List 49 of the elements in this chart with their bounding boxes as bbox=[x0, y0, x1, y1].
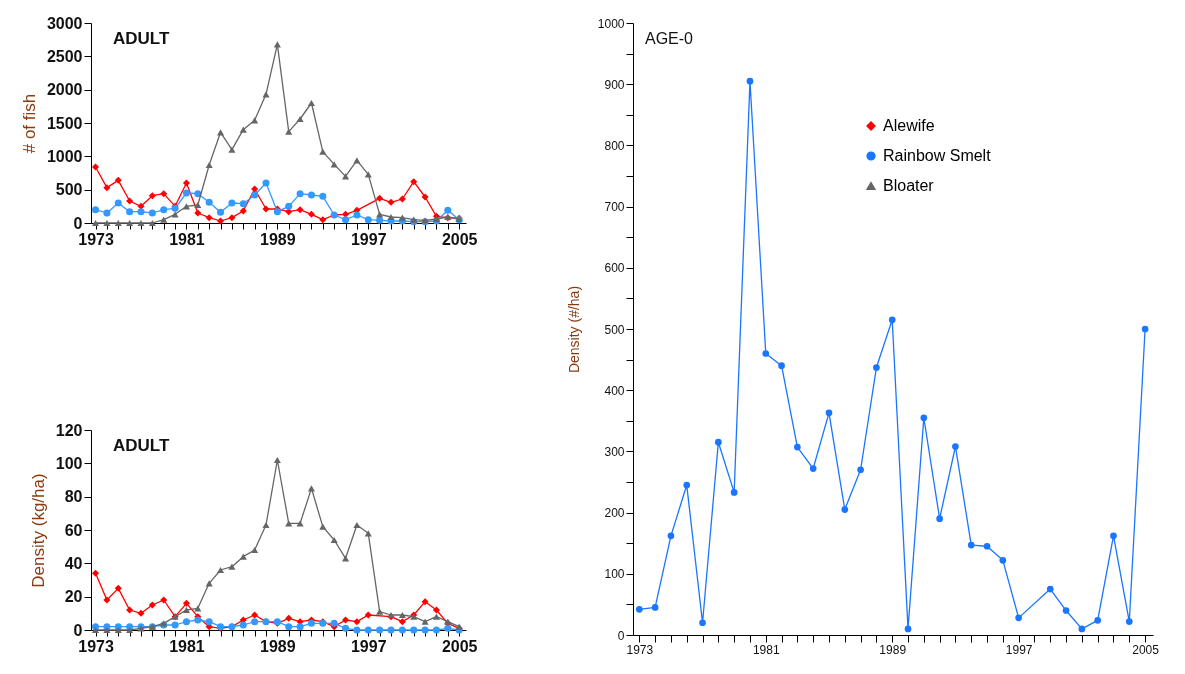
x-tick-label: 1973 bbox=[78, 637, 114, 655]
y-tick-label: 300 bbox=[604, 444, 625, 459]
legend-label: Alewife bbox=[883, 117, 935, 134]
annotation: ADULT bbox=[113, 29, 170, 48]
y-tick-label: 400 bbox=[604, 383, 625, 398]
y-tick-label: 500 bbox=[55, 181, 83, 199]
annotation: AGE-0 bbox=[645, 30, 694, 47]
legend-label: Rainbow Smelt bbox=[883, 147, 992, 164]
y-tick-label: 0 bbox=[73, 621, 83, 639]
y-tick-label: 600 bbox=[604, 261, 625, 276]
x-tick-label: 1989 bbox=[260, 637, 296, 655]
x-tick-label: 1981 bbox=[169, 230, 205, 248]
x-tick-label: 1973 bbox=[78, 230, 114, 248]
y-tick-label: 2500 bbox=[46, 47, 83, 65]
y-tick-label: 100 bbox=[55, 454, 83, 472]
y-tick-label: 0 bbox=[73, 214, 83, 232]
x-tick-label: 2005 bbox=[441, 637, 478, 655]
y-tick-label: 100 bbox=[604, 567, 625, 582]
y-tick-label: 40 bbox=[64, 554, 83, 572]
y-tick-label: 500 bbox=[604, 322, 625, 337]
y-tick-label: 700 bbox=[604, 200, 625, 215]
legend-label: Bloater bbox=[883, 177, 935, 194]
y-tick-label: 120 bbox=[55, 421, 83, 439]
x-tick-label: 2005 bbox=[441, 230, 478, 248]
y-tick-label: 2000 bbox=[46, 81, 83, 99]
x-tick-label: 1997 bbox=[350, 637, 387, 655]
y-tick-label: 80 bbox=[64, 488, 83, 506]
y-axis-title: Density (#/ha) bbox=[565, 285, 582, 374]
x-tick-label: 1981 bbox=[752, 642, 780, 657]
x-tick-label: 1981 bbox=[169, 637, 205, 655]
annotation: ADULT bbox=[113, 436, 170, 455]
y-tick-label: 1000 bbox=[46, 147, 83, 165]
x-tick-label: 1989 bbox=[879, 642, 907, 657]
y-tick-label: 0 bbox=[617, 628, 625, 643]
y-tick-label: 3000 bbox=[46, 14, 83, 32]
y-tick-label: 200 bbox=[604, 506, 625, 521]
y-tick-label: 1500 bbox=[46, 114, 83, 132]
y-tick-label: 20 bbox=[64, 588, 83, 606]
x-tick-label: 1989 bbox=[260, 230, 296, 248]
y-tick-label: 60 bbox=[64, 521, 83, 539]
y-axis-title: Density (kg/ha) bbox=[28, 473, 48, 588]
y-tick-label: 900 bbox=[604, 77, 625, 92]
x-tick-label: 1973 bbox=[626, 642, 654, 657]
y-tick-label: 1000 bbox=[597, 16, 625, 31]
x-tick-label: 1997 bbox=[350, 230, 387, 248]
y-axis-title: # of fish bbox=[19, 93, 39, 154]
y-tick-label: 800 bbox=[604, 138, 625, 153]
x-tick-label: 2005 bbox=[1132, 642, 1160, 657]
x-tick-label: 1997 bbox=[1005, 642, 1033, 657]
